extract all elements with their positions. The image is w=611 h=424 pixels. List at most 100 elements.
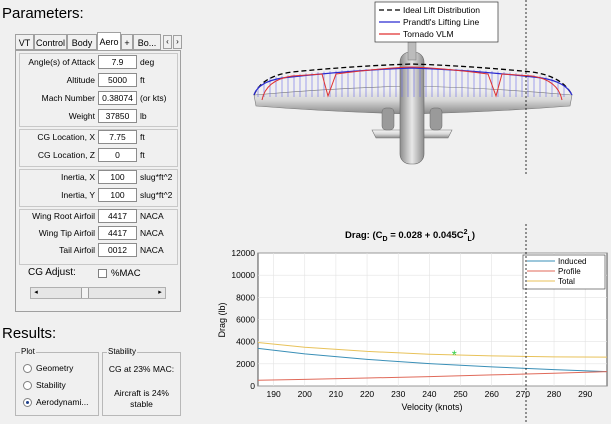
angle-s-of-attack-label: Angle(s) of Attack (28, 57, 95, 67)
y-tick-label: 4000 (236, 337, 255, 347)
tail-airfoil-label: Tail Airfoil (59, 245, 95, 255)
x-tick-label: 260 (485, 389, 499, 399)
legend-label-induced: Induced (558, 257, 586, 266)
tab-aero[interactable]: Aero (97, 32, 121, 50)
tab-bo[interactable]: Bo... (133, 34, 161, 50)
cg-adjust-label: CG Adjust: (28, 267, 76, 278)
y-tick-label: 10000 (231, 270, 255, 280)
cg-location-x-unit: ft (140, 132, 145, 142)
x-tick-label: 220 (360, 389, 374, 399)
y-axis-label: Drag (lb) (217, 302, 227, 337)
altitude-input[interactable]: 5000 (98, 73, 137, 87)
mac-checkbox[interactable] (98, 269, 107, 278)
x-tick-label: 250 (453, 389, 467, 399)
altitude-unit: ft (140, 75, 145, 85)
cg-location-z-input[interactable]: 0 (98, 148, 137, 162)
x-tick-label: 230 (391, 389, 405, 399)
slider-right-arrow-icon[interactable]: ▸ (158, 289, 162, 296)
operating-point-marker: * (452, 347, 457, 362)
wing-tip-airfoil-input[interactable]: 4417 (98, 226, 137, 240)
x-tick-label: 270 (516, 389, 530, 399)
x-tick-label: 190 (266, 389, 280, 399)
cg-slider[interactable]: ◂ ▸ (30, 287, 166, 299)
flight-condition-group (19, 53, 178, 127)
stability-group: Stability CG at 23% MAC: Aircraft is 24%… (102, 347, 181, 416)
slider-thumb[interactable] (81, 288, 89, 298)
tornado-vlm-curve (261, 66, 563, 101)
cg-location-z-unit: ft (140, 150, 145, 160)
angle-s-of-attack-unit: deg (140, 57, 155, 67)
wing-root-airfoil-label: Wing Root Airfoil (32, 211, 95, 221)
inertia-x-input[interactable]: 100 (98, 170, 137, 184)
ideal-lift-curve (253, 63, 573, 96)
x-tick-label: 240 (422, 389, 436, 399)
stability-line-2: Aircraft is 24% (114, 388, 169, 398)
tab-control[interactable]: Control (34, 34, 67, 50)
y-tick-label: 6000 (236, 315, 255, 325)
plot-option-label-stability[interactable]: Stability (36, 380, 66, 390)
plot-option-label-aerodynami[interactable]: Aerodynami... (36, 397, 89, 407)
cg-location-x-label: CG Location, X (37, 132, 95, 142)
plot-option-label-geometry[interactable]: Geometry (36, 363, 74, 373)
cg-group (19, 129, 178, 167)
x-tick-label: 290 (578, 389, 592, 399)
plot-radio-aerodynami[interactable] (23, 398, 32, 407)
tab-scroll-right[interactable]: › (173, 35, 182, 49)
plot-group-title: Plot (20, 347, 36, 356)
mach-number-label: Mach Number (41, 93, 95, 103)
drag-chart: Drag: (CD = 0.028 + 0.045C2L) 190 200 210 2… (217, 224, 608, 424)
series-line-induced (257, 347, 608, 373)
wing-root-airfoil-unit: NACA (140, 211, 164, 221)
cg-location-x-input[interactable]: 7.75 (98, 130, 137, 144)
x-axis-label: Velocity (knots) (401, 402, 462, 412)
y-tick-label: 2000 (236, 359, 255, 369)
aircraft-lift-plot: Ideal Lift Distribution Prandtl's Liftin… (253, 0, 573, 175)
x-tick-label: 200 (298, 389, 312, 399)
legend-label-total: Total (558, 277, 575, 286)
mach-number-input[interactable]: 0.38074 (98, 91, 137, 105)
x-tick-label: 210 (329, 389, 343, 399)
legend-label-profile: Profile (558, 267, 581, 276)
legend-ideal: Ideal Lift Distribution (403, 5, 480, 15)
legend-prandtl: Prandtl's Lifting Line (403, 17, 480, 27)
series-line-profile (257, 371, 608, 381)
results-title: Results: (2, 325, 57, 342)
parameters-title: Parameters: (2, 5, 84, 22)
weight-input[interactable]: 37850 (98, 109, 137, 123)
inertia-y-label: Inertia, Y (61, 190, 95, 200)
x-tick-label: 280 (547, 389, 561, 399)
plot-radio-geometry[interactable] (23, 364, 32, 373)
y-tick-label: 8000 (236, 292, 255, 302)
wing-tip-airfoil-label: Wing Tip Airfoil (38, 228, 95, 238)
tail-airfoil-input[interactable]: 0012 (98, 243, 137, 257)
altitude-label: Altitude (66, 75, 95, 85)
wing-tip-airfoil-unit: NACA (140, 228, 164, 238)
legend-tornado: Tornado VLM (403, 29, 454, 39)
plot-radio-stability[interactable] (23, 381, 32, 390)
inertia-group (19, 169, 178, 207)
tab-scroll-left[interactable]: ‹ (163, 35, 172, 49)
stability-line-1: CG at 23% MAC: (108, 364, 175, 374)
aero-tab-panel: Angle(s) of Attack 7.9 deg Altitude 5000 ft Ma… (15, 50, 181, 312)
chart-title: Drag: (CD = 0.028 + 0.045C2L) (345, 229, 475, 243)
prandtl-lift-curve (253, 67, 573, 96)
stability-group-title: Stability (107, 347, 138, 356)
inertia-x-unit: slug*ft^2 (140, 172, 173, 182)
angle-s-of-attack-input[interactable]: 7.9 (98, 55, 137, 69)
stability-line-3: stable (130, 399, 153, 409)
tab-plus[interactable]: + (121, 34, 133, 50)
y-tick-label: 0 (250, 381, 255, 391)
tab-body[interactable]: Body (67, 34, 97, 50)
tail-airfoil-unit: NACA (140, 245, 164, 255)
mac-checkbox-label: %MAC (111, 268, 141, 279)
weight-label: Weight (68, 111, 95, 121)
slider-left-arrow-icon[interactable]: ◂ (34, 289, 38, 296)
series-line-total (257, 342, 608, 358)
mach-number-unit: (or kts) (140, 93, 167, 103)
cg-location-z-label: CG Location, Z (37, 150, 95, 160)
wing-root-airfoil-input[interactable]: 4417 (98, 209, 137, 223)
inertia-y-input[interactable]: 100 (98, 188, 137, 202)
tab-vt[interactable]: VT (15, 34, 34, 50)
plot-group: Plot Geometry Stability Aerodynami... (15, 347, 99, 416)
